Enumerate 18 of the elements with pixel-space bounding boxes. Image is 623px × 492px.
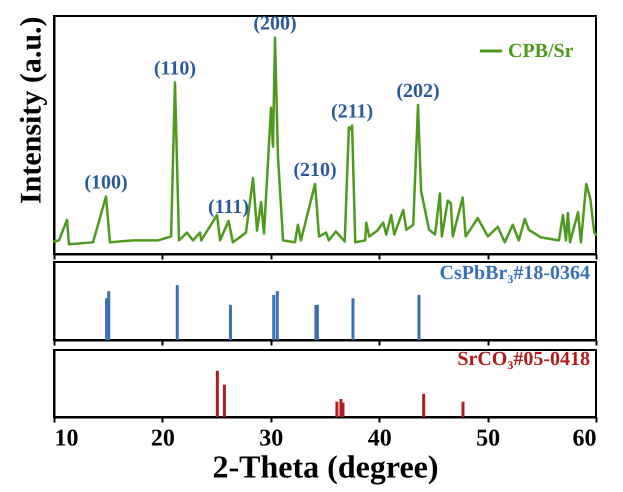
y-axis-title: Intensity (a.u.) bbox=[14, 16, 48, 204]
x-axis-title: 2-Theta (degree) bbox=[212, 448, 438, 486]
annotation: (210) bbox=[293, 158, 337, 181]
annotation: (111) bbox=[208, 196, 250, 218]
x-tick-label: 60 bbox=[572, 426, 596, 452]
annotation: (100) bbox=[84, 171, 128, 194]
x-tick-label: 20 bbox=[150, 426, 175, 452]
x-tick-label: 10 bbox=[54, 426, 78, 452]
series-label: CsPbBr₃#18-0364 bbox=[440, 262, 590, 284]
annotation: (110) bbox=[154, 57, 196, 80]
x-tick-label: 40 bbox=[368, 426, 392, 452]
x-tick-label: 50 bbox=[476, 426, 500, 452]
series-label: SrCO₃#05-0418 bbox=[457, 348, 590, 370]
annotation: (211) bbox=[330, 100, 374, 122]
legend-label: CPB/Sr bbox=[508, 40, 574, 62]
annotation: (200) bbox=[253, 12, 297, 35]
annotation: (202) bbox=[396, 80, 440, 102]
x-tick-label: 30 bbox=[259, 426, 284, 452]
